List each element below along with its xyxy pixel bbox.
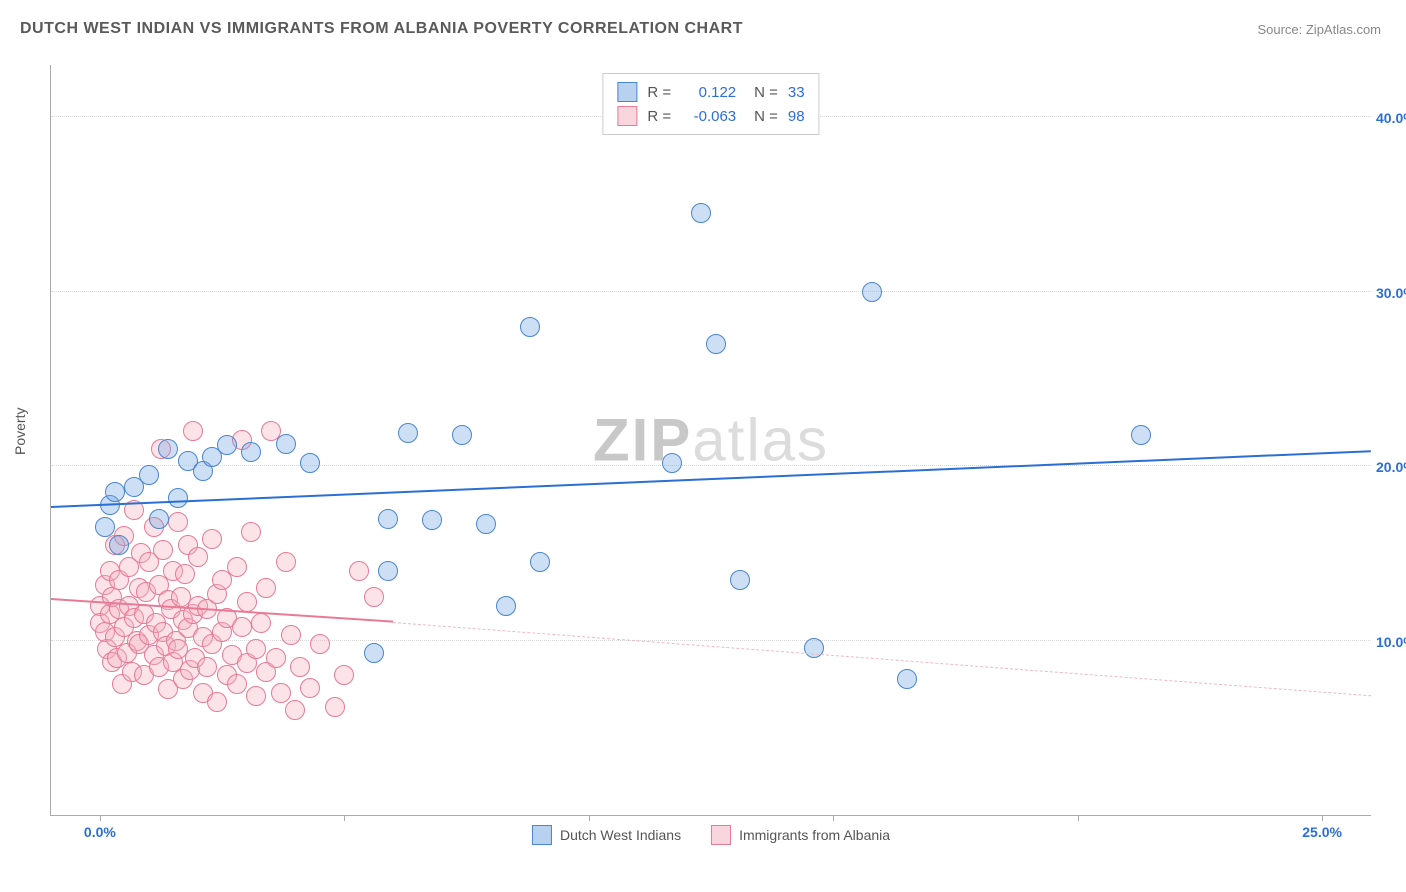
x-tick-mark — [589, 815, 590, 821]
legend-n-label: N = — [754, 84, 778, 101]
scatter-point — [276, 434, 296, 454]
scatter-point — [378, 509, 398, 529]
legend-row: R = 0.122 N = 33 — [617, 80, 804, 104]
scatter-point — [730, 570, 750, 590]
scatter-point — [241, 522, 261, 542]
scatter-point — [364, 587, 384, 607]
x-tick-mark — [1078, 815, 1079, 821]
legend-swatch — [617, 82, 637, 102]
legend-n-value: 98 — [788, 108, 805, 125]
x-tick-mark — [1322, 815, 1323, 821]
scatter-point — [168, 488, 188, 508]
watermark: ZIPatlas — [593, 406, 829, 475]
scatter-point — [496, 596, 516, 616]
scatter-point — [897, 669, 917, 689]
chart-title: DUTCH WEST INDIAN VS IMMIGRANTS FROM ALB… — [20, 20, 743, 38]
x-tick-mark — [100, 815, 101, 821]
legend-series-name: Immigrants from Albania — [739, 827, 890, 843]
scatter-point — [197, 657, 217, 677]
scatter-point — [237, 592, 257, 612]
scatter-point — [422, 510, 442, 530]
plot-area: ZIPatlas R =0.122N =33R =-0.063N =98 Dut… — [50, 65, 1371, 816]
legend-top: R = 0.122 N = 33 R = -0.063 N = 98 — [602, 73, 819, 135]
y-tick-label: 20.0% — [1376, 459, 1406, 475]
scatter-point — [246, 686, 266, 706]
scatter-point — [325, 697, 345, 717]
scatter-point — [300, 678, 320, 698]
scatter-point — [109, 535, 129, 555]
scatter-point — [153, 540, 173, 560]
gridline — [51, 465, 1371, 466]
scatter-point — [183, 421, 203, 441]
source-label: Source: ZipAtlas.com — [1257, 22, 1381, 37]
y-tick-label: 40.0% — [1376, 110, 1406, 126]
scatter-point — [105, 482, 125, 502]
legend-series-name: Dutch West Indians — [560, 827, 681, 843]
scatter-point — [95, 517, 115, 537]
chart-container: Poverty ZIPatlas R = 0.122 N = 33 R = -0.063 N… — [0, 55, 1406, 865]
legend-swatch — [617, 106, 637, 126]
scatter-point — [662, 453, 682, 473]
scatter-point — [334, 665, 354, 685]
scatter-point — [251, 613, 271, 633]
scatter-point — [1131, 425, 1151, 445]
scatter-point — [691, 203, 711, 223]
y-tick-label: 10.0% — [1376, 634, 1406, 650]
scatter-point — [168, 512, 188, 532]
scatter-point — [706, 334, 726, 354]
scatter-point — [149, 509, 169, 529]
scatter-point — [530, 552, 550, 572]
legend-bottom-item: Dutch West Indians — [532, 825, 681, 845]
regression-line — [393, 622, 1371, 696]
legend-bottom: Dutch West Indians Immigrants from Albani… — [532, 825, 890, 845]
scatter-point — [276, 552, 296, 572]
legend-swatch — [532, 825, 552, 845]
scatter-point — [378, 561, 398, 581]
legend-row: R = -0.063 N = 98 — [617, 104, 804, 128]
scatter-point — [227, 674, 247, 694]
x-tick-label: 25.0% — [1302, 824, 1342, 840]
legend-r-label: R = — [647, 108, 671, 125]
scatter-point — [175, 564, 195, 584]
scatter-point — [139, 465, 159, 485]
scatter-point — [158, 439, 178, 459]
scatter-point — [266, 648, 286, 668]
scatter-point — [520, 317, 540, 337]
scatter-point — [256, 578, 276, 598]
y-tick-label: 30.0% — [1376, 285, 1406, 301]
gridline — [51, 640, 1371, 641]
scatter-point — [398, 423, 418, 443]
scatter-point — [202, 529, 222, 549]
scatter-point — [452, 425, 472, 445]
scatter-point — [281, 625, 301, 645]
y-axis-label: Poverty — [12, 408, 28, 455]
legend-n-label: N = — [754, 108, 778, 125]
scatter-point — [349, 561, 369, 581]
legend-swatch — [711, 825, 731, 845]
legend-r-value: -0.063 — [681, 108, 736, 125]
scatter-point — [364, 643, 384, 663]
scatter-point — [271, 683, 291, 703]
x-tick-mark — [833, 815, 834, 821]
legend-n-value: 33 — [788, 84, 805, 101]
scatter-point — [217, 435, 237, 455]
scatter-point — [285, 700, 305, 720]
scatter-point — [246, 639, 266, 659]
scatter-point — [207, 692, 227, 712]
scatter-point — [300, 453, 320, 473]
legend-r-value: 0.122 — [681, 84, 736, 101]
scatter-point — [862, 282, 882, 302]
legend-bottom-item: Immigrants from Albania — [711, 825, 890, 845]
x-tick-label: 0.0% — [84, 824, 116, 840]
scatter-point — [188, 547, 208, 567]
scatter-point — [227, 557, 247, 577]
scatter-point — [241, 442, 261, 462]
x-tick-mark — [344, 815, 345, 821]
legend-r-label: R = — [647, 84, 671, 101]
scatter-point — [476, 514, 496, 534]
scatter-point — [310, 634, 330, 654]
scatter-point — [290, 657, 310, 677]
scatter-point — [232, 617, 252, 637]
gridline — [51, 291, 1371, 292]
